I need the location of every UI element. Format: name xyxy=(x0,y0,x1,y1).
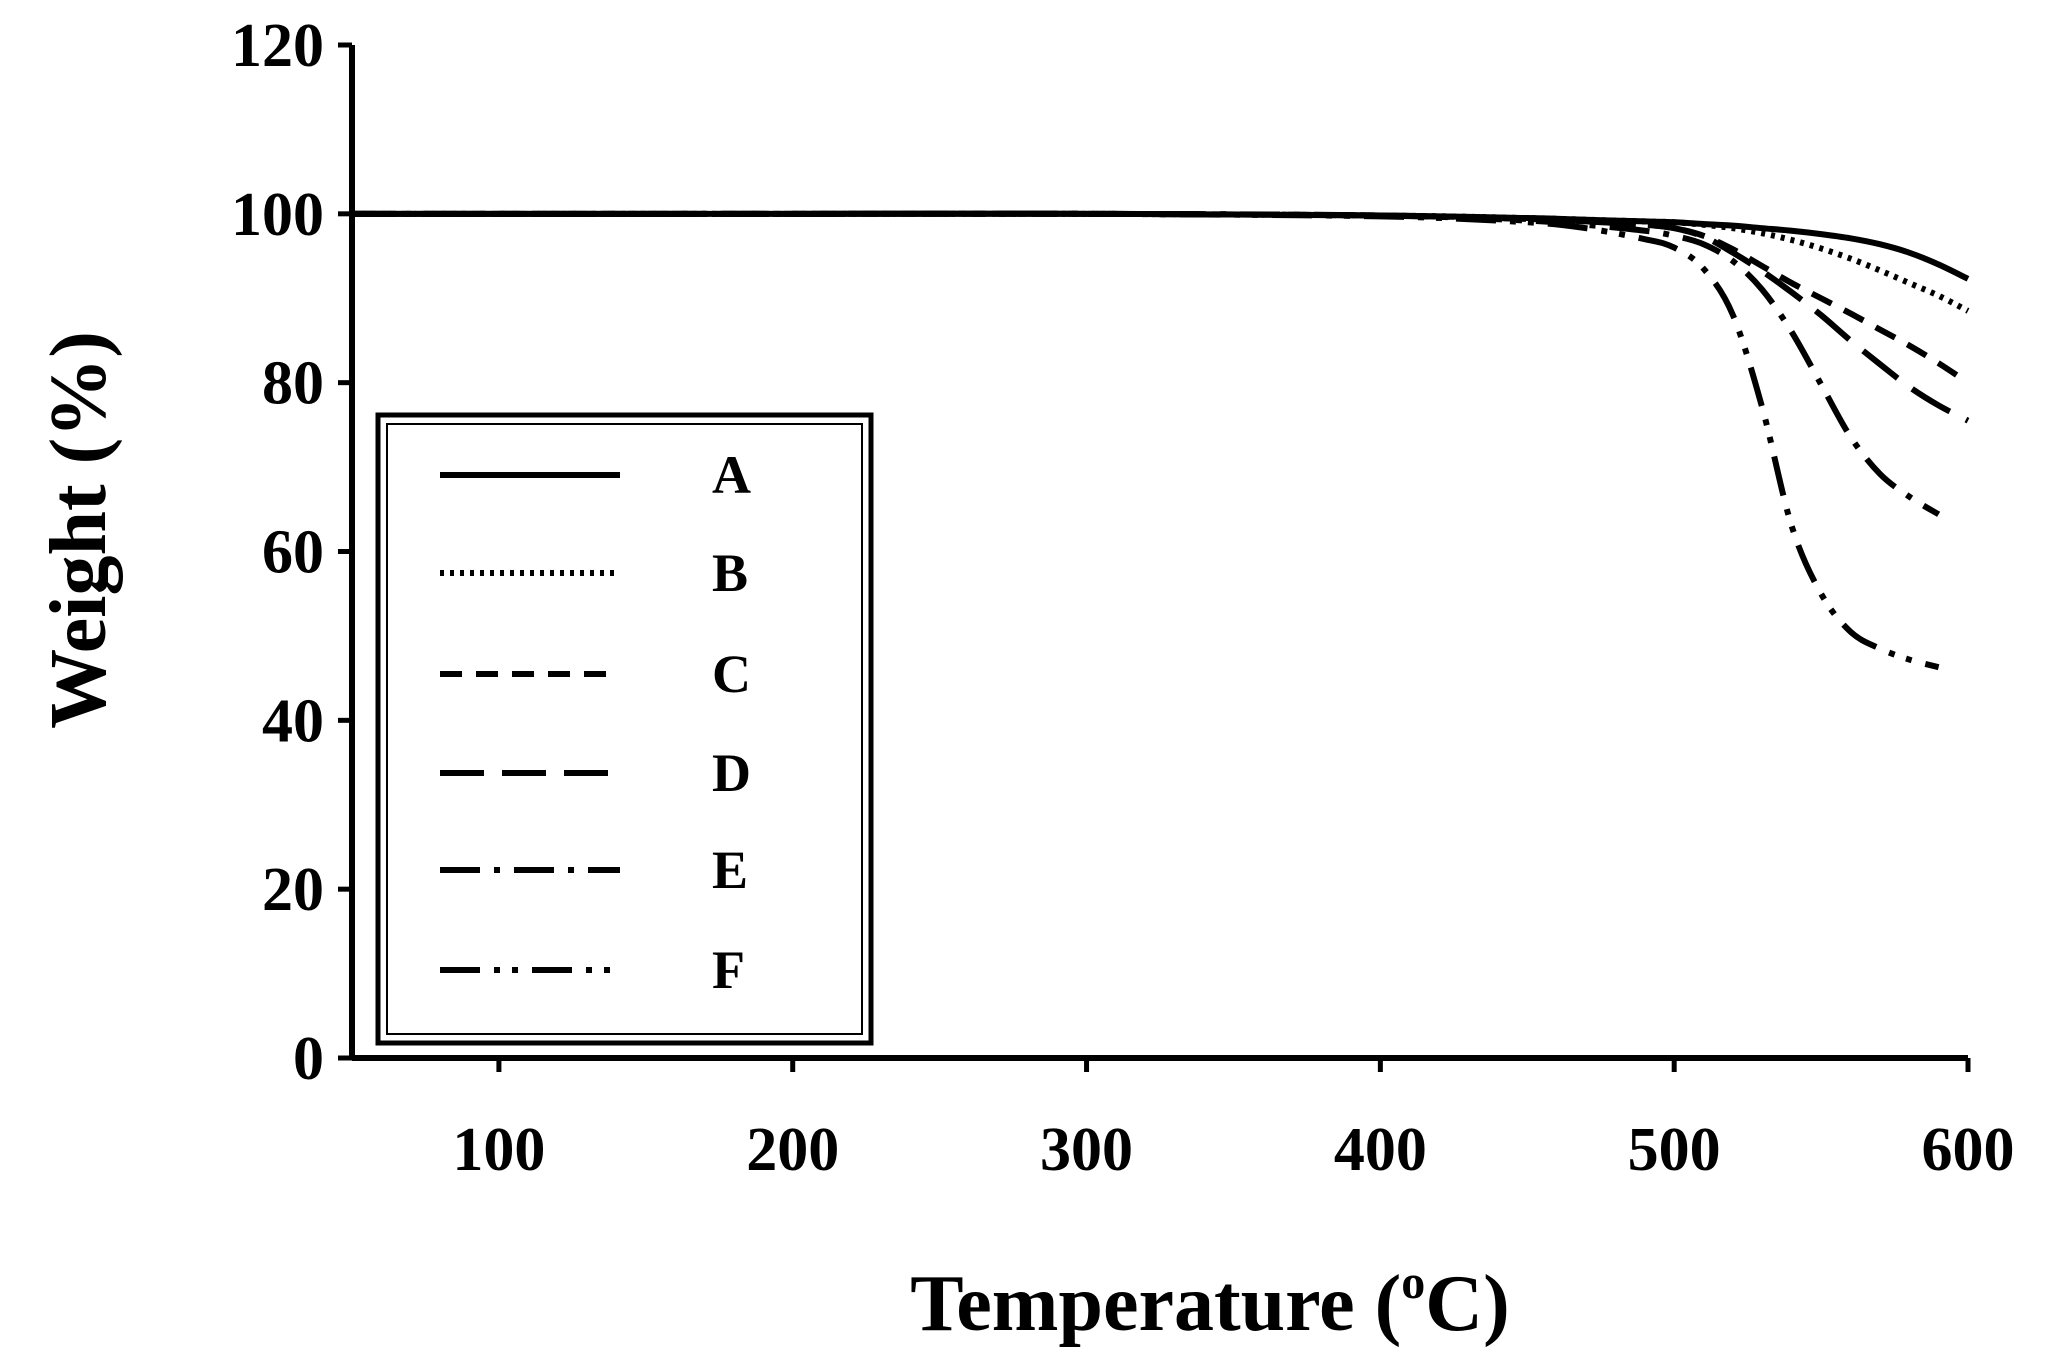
legend-label-c: C xyxy=(712,644,751,704)
legend-box xyxy=(375,412,874,1046)
y-tick-label: 0 xyxy=(293,1025,324,1093)
series-line-f xyxy=(352,210,1940,671)
x-tick-label: 300 xyxy=(1040,1116,1133,1184)
y-tick-label: 60 xyxy=(262,519,324,587)
x-tick-label: 200 xyxy=(746,1116,839,1184)
legend-label-b: B xyxy=(712,543,748,603)
x-tick-label: 100 xyxy=(452,1116,545,1184)
y-tick-label: 100 xyxy=(231,181,324,249)
legend-label-e: E xyxy=(712,840,748,900)
y-tick-label: 40 xyxy=(262,687,324,755)
y-tick-label: 20 xyxy=(262,856,324,924)
legend-label-a: A xyxy=(712,445,751,505)
axes: 0 20 40 60 80 100 120 100 200 300 400 500 600 xyxy=(231,12,2015,1184)
x-tick-label: 400 xyxy=(1334,1116,1427,1184)
legend-label-f: F xyxy=(712,940,745,1000)
legend-inner-border xyxy=(386,423,863,1035)
x-axis-title: Temperature (oC) xyxy=(910,1256,1509,1348)
x-tick-label: 600 xyxy=(1922,1116,2015,1184)
series-layer xyxy=(352,210,1970,671)
x-tick-label: 500 xyxy=(1628,1116,1721,1184)
y-tick-label: 120 xyxy=(231,12,324,80)
y-axis-title: Weight (%) xyxy=(35,331,123,729)
legend-label-d: D xyxy=(712,743,751,803)
y-tick-label: 80 xyxy=(262,350,324,418)
series-line-e xyxy=(352,210,1941,517)
